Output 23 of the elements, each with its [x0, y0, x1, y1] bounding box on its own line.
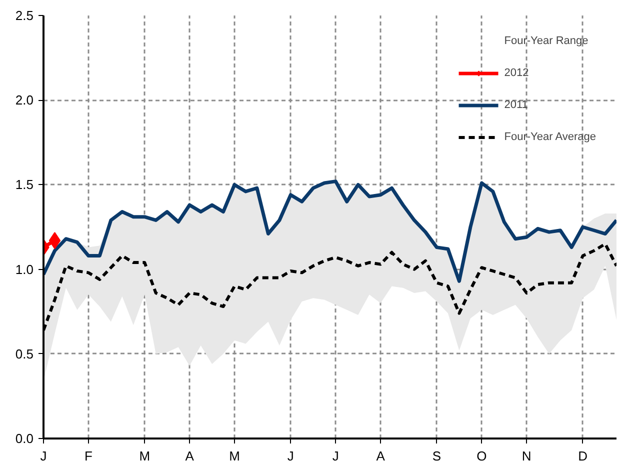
- x-tick-label: N: [522, 448, 532, 464]
- y-tick-label: 0.0: [15, 431, 34, 446]
- x-tick-label: O: [476, 448, 487, 464]
- legend-label: 2011: [504, 99, 528, 111]
- y-tick-label: 0.5: [15, 346, 34, 362]
- x-tick-label: S: [432, 448, 442, 464]
- x-tick-label: D: [578, 448, 588, 464]
- x-tick-label: J: [40, 448, 47, 464]
- y-tick-label: 2.0: [15, 92, 34, 108]
- y-tick-label: 1.0: [15, 262, 34, 277]
- x-tick-label: A: [376, 448, 386, 464]
- annotation: Four-Year Range: [504, 35, 588, 47]
- y-tick-label: 1.5: [15, 177, 34, 192]
- x-tick-label: J: [332, 448, 339, 464]
- y-tick-label: 2.5: [15, 8, 34, 23]
- x-tick-label: A: [185, 448, 194, 464]
- x-tick-label: J: [287, 448, 294, 464]
- x-tick-label: M: [229, 448, 240, 464]
- line-series: [44, 180, 616, 283]
- x-tick-label: M: [139, 448, 150, 464]
- x-tick-label: F: [84, 448, 92, 464]
- legend-label: 2012: [504, 67, 529, 79]
- legend-label: Four-Year Average: [504, 131, 596, 143]
